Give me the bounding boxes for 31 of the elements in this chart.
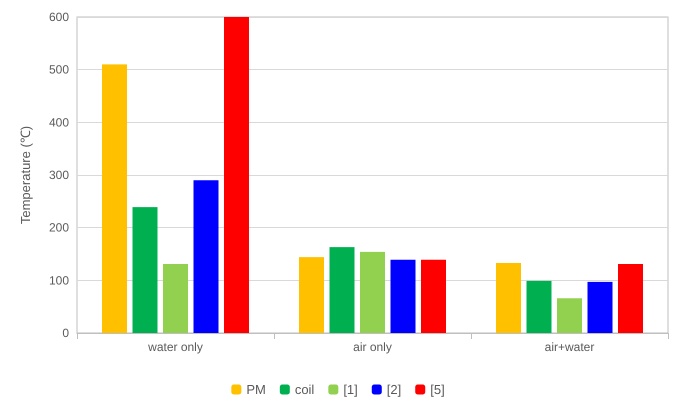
bar xyxy=(299,257,324,333)
bar xyxy=(224,17,249,333)
y-tick-label: 100 xyxy=(48,273,70,288)
bar xyxy=(390,260,416,333)
bar xyxy=(330,247,354,333)
bar xyxy=(557,298,582,333)
bar xyxy=(421,260,446,333)
legend-label: [5] xyxy=(430,382,445,397)
y-tick-label: 600 xyxy=(48,10,70,24)
legend-label: [2] xyxy=(386,382,402,397)
bar xyxy=(526,280,552,333)
bar xyxy=(132,207,158,333)
x-tick-label: water only xyxy=(147,340,203,354)
x-tick-label: air only xyxy=(353,340,392,354)
legend-label: [1] xyxy=(343,382,358,397)
y-tick-label: 0 xyxy=(62,326,70,340)
bar xyxy=(496,262,521,333)
bar xyxy=(194,180,218,333)
y-axis-title: Temperature (℃) xyxy=(18,126,33,224)
bar xyxy=(588,282,612,333)
y-tick-label: 400 xyxy=(48,115,70,130)
legend-label: PM xyxy=(246,382,266,397)
bar xyxy=(163,264,188,333)
bar xyxy=(360,252,385,333)
bar xyxy=(102,64,127,333)
legend-label: coil xyxy=(294,382,314,397)
y-tick-label: 300 xyxy=(48,168,70,182)
y-tick-label: 200 xyxy=(48,220,70,235)
x-tick-label: air+water xyxy=(544,340,594,354)
bar xyxy=(618,264,643,333)
y-tick-label: 500 xyxy=(48,62,70,77)
